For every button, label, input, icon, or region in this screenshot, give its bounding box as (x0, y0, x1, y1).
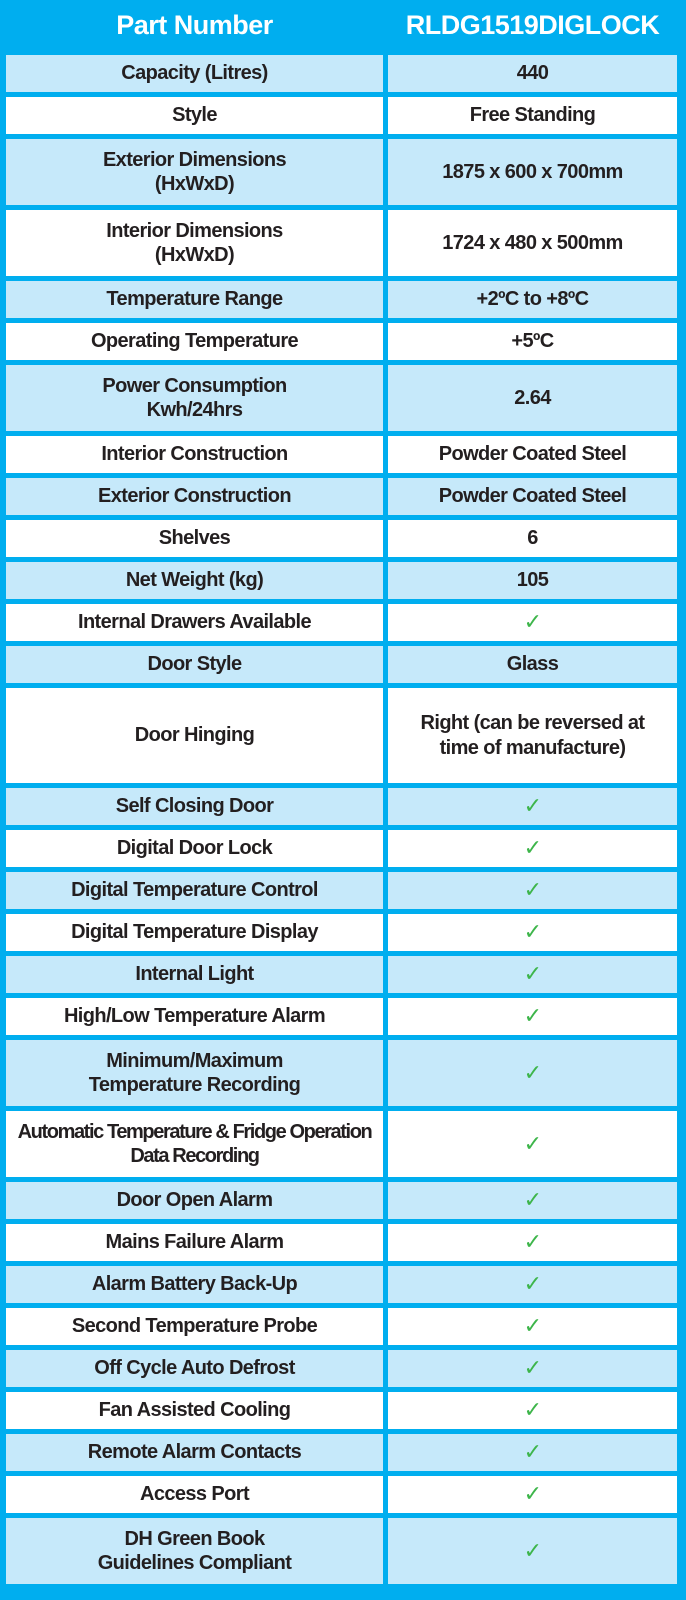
row-label-automatic-temperature-fridge-operation-data-recording: Automatic Temperature & Fridge Operation… (6, 1111, 383, 1177)
row-label-dh-green-book-guidelines-compliant: DH Green Book Guidelines Compliant (6, 1518, 383, 1584)
checkmark-icon: ✓ (388, 1182, 677, 1219)
row-value-door-style: Glass (388, 646, 677, 683)
row-label-access-port: Access Port (6, 1476, 383, 1513)
row-label-alarm-battery-back-up: Alarm Battery Back-Up (6, 1266, 383, 1303)
checkmark-icon: ✓ (388, 1434, 677, 1471)
row-label-interior-dimensions-hxwxd: Interior Dimensions (HxWxD) (6, 210, 383, 276)
row-label-self-closing-door: Self Closing Door (6, 788, 383, 825)
checkmark-icon: ✓ (388, 1111, 677, 1177)
checkmark-icon: ✓ (388, 1476, 677, 1513)
checkmark-icon: ✓ (388, 788, 677, 825)
row-label-digital-door-lock: Digital Door Lock (6, 830, 383, 867)
row-value-interior-dimensions-hxwxd: 1724 x 480 x 500mm (388, 210, 677, 276)
checkmark-icon: ✓ (388, 1224, 677, 1261)
checkmark-icon: ✓ (388, 1040, 677, 1106)
row-value-operating-temperature: +5ºC (388, 323, 677, 360)
row-value-capacity-litres: 440 (388, 55, 677, 92)
row-value-shelves: 6 (388, 520, 677, 557)
row-label-temperature-range: Temperature Range (6, 281, 383, 318)
row-value-power-consumption-kwh-24hrs: 2.64 (388, 365, 677, 431)
checkmark-icon: ✓ (388, 1350, 677, 1387)
row-value-temperature-range: +2ºC to +8ºC (388, 281, 677, 318)
row-value-exterior-construction: Powder Coated Steel (388, 478, 677, 515)
checkmark-icon: ✓ (388, 872, 677, 909)
checkmark-icon: ✓ (388, 1392, 677, 1429)
row-value-interior-construction: Powder Coated Steel (388, 436, 677, 473)
row-label-door-hinging: Door Hinging (6, 688, 383, 783)
row-label-minimum-maximum-temperature-recording: Minimum/Maximum Temperature Recording (6, 1040, 383, 1106)
row-label-door-open-alarm: Door Open Alarm (6, 1182, 383, 1219)
row-label-exterior-construction: Exterior Construction (6, 478, 383, 515)
row-label-power-consumption-kwh-24hrs: Power Consumption Kwh/24hrs (6, 365, 383, 431)
row-label-internal-light: Internal Light (6, 956, 383, 993)
checkmark-icon: ✓ (388, 956, 677, 993)
row-label-off-cycle-auto-defrost: Off Cycle Auto Defrost (6, 1350, 383, 1387)
row-label-capacity-litres: Capacity (Litres) (6, 55, 383, 92)
row-label-shelves: Shelves (6, 520, 383, 557)
checkmark-icon: ✓ (388, 998, 677, 1035)
row-label-internal-drawers-available: Internal Drawers Available (6, 604, 383, 641)
checkmark-icon: ✓ (388, 604, 677, 641)
checkmark-icon: ✓ (388, 914, 677, 951)
row-label-fan-assisted-cooling: Fan Assisted Cooling (6, 1392, 383, 1429)
row-label-style: Style (6, 97, 383, 134)
row-label-high-low-temperature-alarm: High/Low Temperature Alarm (6, 998, 383, 1035)
row-value-door-hinging: Right (can be reversed at time of manufa… (388, 688, 677, 783)
row-label-digital-temperature-display: Digital Temperature Display (6, 914, 383, 951)
row-label-mains-failure-alarm: Mains Failure Alarm (6, 1224, 383, 1261)
checkmark-icon: ✓ (388, 1518, 677, 1584)
row-label-remote-alarm-contacts: Remote Alarm Contacts (6, 1434, 383, 1471)
row-label-digital-temperature-control: Digital Temperature Control (6, 872, 383, 909)
checkmark-icon: ✓ (388, 1266, 677, 1303)
row-value-net-weight-kg: 105 (388, 562, 677, 599)
row-label-interior-construction: Interior Construction (6, 436, 383, 473)
header-part-number: RLDG1519DIGLOCK (388, 0, 677, 50)
header-label: Part Number (6, 0, 383, 50)
checkmark-icon: ✓ (388, 1308, 677, 1345)
row-label-operating-temperature: Operating Temperature (6, 323, 383, 360)
row-value-style: Free Standing (388, 97, 677, 134)
row-label-second-temperature-probe: Second Temperature Probe (6, 1308, 383, 1345)
row-label-door-style: Door Style (6, 646, 383, 683)
row-value-exterior-dimensions-hxwxd: 1875 x 600 x 700mm (388, 139, 677, 205)
row-label-net-weight-kg: Net Weight (kg) (6, 562, 383, 599)
row-label-exterior-dimensions-hxwxd: Exterior Dimensions (HxWxD) (6, 139, 383, 205)
checkmark-icon: ✓ (388, 830, 677, 867)
